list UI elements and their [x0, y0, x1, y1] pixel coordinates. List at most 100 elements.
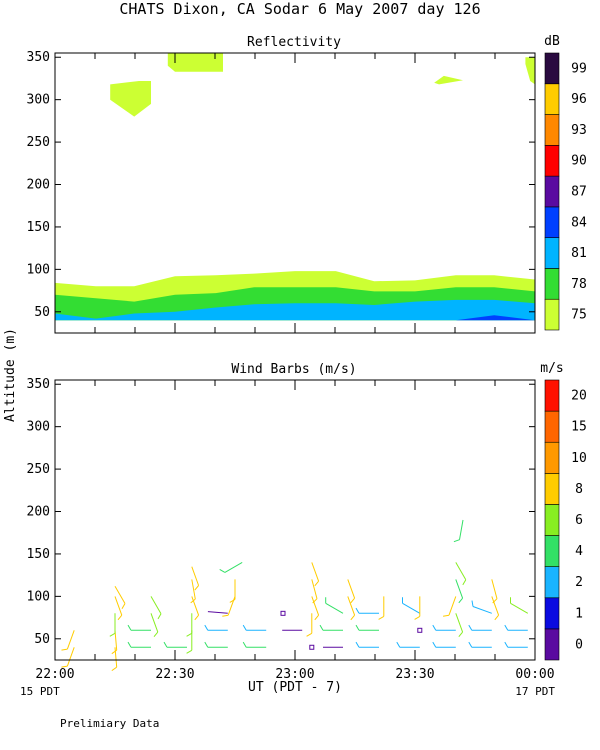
- colorbar-swatch: [544, 83, 560, 115]
- colorbar-swatch: [544, 535, 560, 567]
- reflectivity-title: Reflectivity: [247, 35, 341, 50]
- y-tick-label: 150: [27, 220, 50, 235]
- colorbar-swatch: [544, 410, 560, 443]
- colorbar-tick-label: 10: [571, 451, 587, 466]
- wind-barb: [414, 596, 421, 620]
- wind-barb: [114, 585, 126, 609]
- colorbar-swatch: [544, 504, 560, 536]
- wind-barb: [204, 624, 228, 631]
- wind-calm-marker: [280, 610, 286, 616]
- wind-barb: [504, 641, 528, 648]
- colorbar-tick-label: 75: [571, 308, 587, 323]
- colorbar-swatch: [544, 597, 560, 630]
- colorbar-tick-label: 81: [571, 246, 587, 261]
- wind-barb: [325, 597, 344, 614]
- wind-barb: [61, 630, 75, 651]
- x-axis-label: UT (PDT - 7): [248, 680, 342, 695]
- wind-barb: [242, 624, 267, 631]
- colorbar-tick-label: 90: [571, 154, 587, 169]
- wind-barb: [347, 579, 356, 604]
- x-tick-label: 22:30: [155, 667, 194, 682]
- colorbar-tick-label: 87: [571, 185, 587, 200]
- wind-barb: [242, 641, 267, 648]
- y-tick-label: 350: [27, 377, 50, 392]
- y-axis-label: Altitude (m): [3, 328, 18, 422]
- colorbar-swatch: [544, 268, 560, 300]
- wind-barb: [109, 613, 116, 637]
- start-date-label: 15 PDT: [20, 685, 60, 698]
- y-tick-label: 200: [27, 505, 50, 520]
- wind-barb: [432, 641, 456, 648]
- colorbar-swatch: [544, 206, 560, 238]
- colorbar-tick-label: 99: [571, 61, 587, 76]
- colorbar-swatch: [544, 473, 560, 505]
- wind-barb: [347, 596, 356, 621]
- y-tick-label: 300: [27, 420, 50, 435]
- colorbar-swatch: [544, 566, 560, 599]
- wind-barb: [150, 613, 159, 638]
- colorbar-swatch: [544, 298, 560, 331]
- wind-barb: [432, 624, 456, 631]
- wind-barb: [61, 647, 75, 668]
- wind-barb: [191, 566, 200, 591]
- colorbar-tick-label: 93: [571, 123, 587, 138]
- reflectivity-patch: [110, 81, 151, 117]
- x-tick-label: 00:00: [515, 667, 554, 682]
- wind-barb: [127, 624, 151, 631]
- wind-barb: [207, 611, 228, 614]
- reflectivity-colorbar-unit: dB: [544, 34, 560, 49]
- wind-barb: [468, 624, 492, 631]
- wind-barb: [455, 613, 464, 638]
- colorbar-swatch: [544, 52, 560, 85]
- wind-barb: [510, 597, 529, 614]
- wind-barb: [355, 641, 379, 648]
- colorbar-swatch: [544, 114, 560, 146]
- wind-barb: [504, 624, 528, 631]
- wind-barb: [219, 561, 243, 573]
- colorbar-tick-label: 78: [571, 277, 587, 292]
- wind-barb: [455, 562, 467, 586]
- wind-barb: [163, 641, 187, 648]
- wind-colorbar-unit: m/s: [540, 361, 563, 376]
- wind-barb: [378, 596, 385, 620]
- y-tick-label: 150: [27, 547, 50, 562]
- wind-colorbar: 0 1 2 4 6 8 10 15 20: [544, 379, 587, 661]
- y-tick-label: 250: [27, 462, 50, 477]
- wind-barb: [229, 579, 236, 603]
- colorbar-tick-label: 8: [575, 482, 583, 497]
- wind-barb: [306, 613, 313, 637]
- reflectivity-band: [455, 315, 535, 321]
- colorbar-tick-label: 4: [575, 544, 583, 559]
- wind-barb: [111, 630, 118, 655]
- wind-barbs-title: Wind Barbs (m/s): [231, 362, 356, 377]
- y-tick-label: 200: [27, 178, 50, 193]
- x-tick-label: 23:00: [275, 667, 314, 682]
- wind-barb: [191, 596, 200, 621]
- wind-barbs-axes: 50 100 150 200 250 300 350: [27, 377, 536, 660]
- wind-barb: [190, 579, 196, 604]
- colorbar-tick-label: 15: [571, 420, 587, 435]
- colorbar-tick-label: 6: [575, 513, 583, 528]
- preliminary-data-note: Prelimiary Data: [60, 717, 159, 730]
- y-tick-label: 300: [27, 93, 50, 108]
- reflectivity-patch: [167, 53, 223, 72]
- end-date-label: 17 PDT: [515, 685, 555, 698]
- wind-barb: [491, 596, 500, 621]
- reflectivity-patch: [434, 75, 463, 85]
- figure-title: CHATS Dixon, CA Sodar 6 May 2007 day 126: [119, 0, 480, 18]
- wind-barb: [355, 607, 379, 614]
- wind-barb: [396, 641, 420, 648]
- x-tick-label: 22:00: [35, 667, 74, 682]
- colorbar-swatch: [544, 175, 560, 208]
- wind-barb: [402, 597, 421, 614]
- wind-calm-marker: [309, 644, 315, 650]
- wind-calm-marker: [417, 627, 423, 633]
- colorbar-swatch: [544, 441, 560, 474]
- colorbar-tick-label: 0: [575, 637, 583, 652]
- y-tick-label: 350: [27, 50, 50, 65]
- colorbar-swatch: [544, 145, 560, 177]
- colorbar-tick-label: 84: [571, 215, 587, 230]
- wind-barb: [491, 579, 498, 604]
